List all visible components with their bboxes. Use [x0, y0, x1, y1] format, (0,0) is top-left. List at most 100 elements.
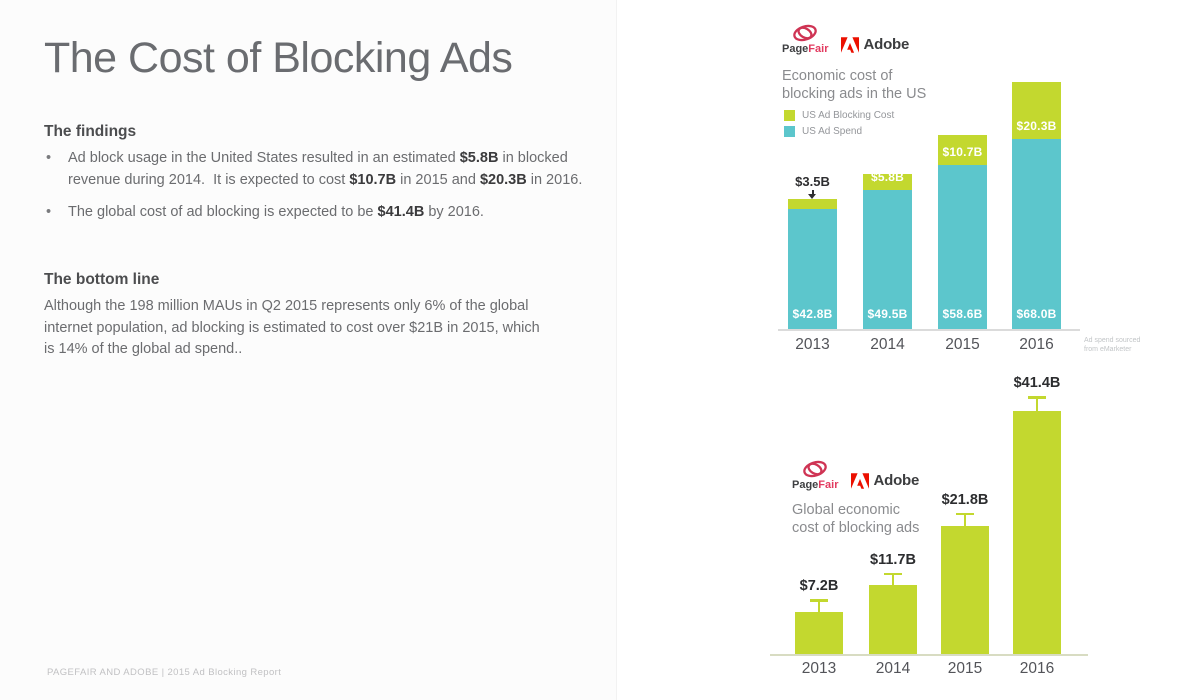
chart-top-source-note: Ad spend sourced from eMarketer	[1084, 337, 1140, 354]
x-tick-2016: 2016	[1019, 660, 1055, 677]
bar-ad-spend-2013	[788, 209, 837, 329]
x-tick-2014: 2014	[875, 660, 911, 677]
chart-top-title-line2: blocking ads in the US	[782, 85, 927, 102]
legend-item-blocking-cost: US Ad Blocking Cost	[784, 110, 894, 121]
bar-ad-spend-2014	[863, 190, 912, 329]
pagefair-icon	[793, 24, 818, 42]
source-note-line2: from eMarketer	[1084, 345, 1132, 353]
global-cost-value-2013: $7.2B	[799, 578, 839, 595]
bar-global-cost-2015	[941, 526, 989, 654]
pagefair-word-page: Page	[792, 479, 819, 491]
finding-bullet-2: The global cost of ad blocking is expect…	[44, 202, 584, 224]
bullet1-bold-1: $5.8B	[459, 150, 499, 166]
bullet2-bold-1: $41.4B	[377, 204, 425, 220]
blocking-cost-value-2015: $10.7B	[942, 144, 983, 159]
adobe-logo: Adobe	[841, 36, 909, 55]
finding-bullet-1: Ad block usage in the United States resu…	[44, 148, 584, 191]
pagefair-wordmark: PageFair	[782, 44, 828, 55]
error-bar-cap-2014	[884, 572, 902, 575]
slide-footer: PAGEFAIR AND ADOBE | 2015 Ad Blocking Re…	[47, 667, 282, 678]
bullet1-bold-2: $10.7B	[349, 171, 397, 188]
x-tick-2016: 2016	[1019, 336, 1054, 353]
global-cost-value-2014: $11.7B	[870, 551, 916, 568]
bar-blocking-cost-2016	[1012, 81, 1061, 139]
bar-global-cost-2013	[795, 611, 843, 654]
findings-list: Ad block usage in the United States resu…	[44, 148, 584, 224]
chart-top-plot-area: $42.8B $3.5B 2013 $49.5B $5.8B 2014 $58.6B $10.…	[770, 20, 1193, 373]
ad-spend-value-2013: $42.8B	[792, 307, 833, 321]
error-bar-stem-2016	[1035, 396, 1039, 411]
bar-ad-spend-2016	[1012, 138, 1061, 329]
error-bar-stem-2015	[963, 512, 967, 526]
chart-us-economic-cost: PageFair Adobe Economic cost of blocking…	[770, 20, 1193, 373]
chart-bottom-plot-area: $7.2B 2013 $11.7B 2014 $21.8B 2015 $41.4B 2016	[770, 375, 1193, 698]
ad-spend-value-2016: $68.0B	[1016, 307, 1057, 321]
pagefair-icon	[803, 460, 828, 478]
legend-label-ad-spend: US Ad Spend	[802, 126, 863, 137]
callout-arrow-icon	[808, 190, 817, 200]
findings-heading: The findings	[44, 123, 137, 140]
ad-spend-value-2015: $58.6B	[942, 307, 983, 321]
error-bar-stem-2013	[817, 599, 821, 612]
x-tick-2014: 2014	[870, 336, 905, 353]
ad-spend-value-2014: $49.5B	[867, 307, 908, 321]
error-bar-cap-2015	[956, 512, 974, 515]
chart-bottom-title-line2: cost of blocking ads	[792, 519, 920, 536]
bar-blocking-cost-2015	[938, 135, 987, 165]
bar-blocking-cost-2014	[863, 174, 912, 191]
error-bar-stem-2014	[891, 572, 895, 586]
legend-swatch-teal	[784, 126, 795, 137]
legend-label-blocking-cost: US Ad Blocking Cost	[802, 110, 895, 121]
pagefair-word-fair: Fair	[818, 479, 839, 491]
brand-logos: PageFair Adobe	[792, 459, 919, 491]
x-axis	[778, 329, 1080, 331]
chart-top-title: Economic cost of blocking ads in the US	[782, 68, 926, 103]
blocking-cost-value-2014: $5.8B	[870, 170, 905, 185]
bullet1-text-3: in 2015 and	[396, 171, 480, 188]
x-tick-2013: 2013	[795, 336, 830, 353]
legend-item-ad-spend: US Ad Spend	[784, 126, 894, 137]
pagefair-logo: PageFair	[792, 459, 838, 491]
bullet1-bold-3: $20.3B	[479, 171, 527, 188]
adobe-icon	[841, 36, 860, 53]
bar-ad-spend-2015	[938, 164, 987, 329]
error-bar-cap-2013	[810, 599, 828, 602]
adobe-wordmark: Adobe	[863, 36, 910, 53]
adobe-logo: Adobe	[851, 472, 919, 491]
legend-swatch-lime	[784, 110, 795, 121]
pagefair-wordmark: PageFair	[792, 480, 838, 491]
bullet1-text: Ad block usage in the United States resu…	[68, 150, 460, 166]
bar-global-cost-2014	[869, 585, 917, 654]
slide-title: The Cost of Blocking Ads	[44, 34, 513, 82]
brand-logos: PageFair Adobe	[782, 23, 909, 55]
adobe-wordmark: Adobe	[873, 472, 920, 489]
bullet2-text-2: by 2016.	[424, 204, 484, 220]
bullet1-text-4: in 2016.	[526, 171, 583, 188]
bullet2-text: The global cost of ad blocking is expect…	[68, 204, 378, 220]
chart-global-economic-cost: PageFair Adobe Global economic cost of b…	[770, 375, 1193, 698]
pagefair-word-fair: Fair	[808, 43, 829, 55]
global-cost-value-2016: $41.4B	[1013, 375, 1061, 392]
chart-bottom-title-line1: Global economic	[792, 502, 900, 518]
global-cost-value-2015: $21.8B	[941, 491, 989, 508]
blocking-cost-value-2013: $3.5B	[795, 174, 830, 190]
blocking-cost-value-2016: $20.3B	[1016, 118, 1057, 133]
source-note-line1: Ad spend sourced	[1084, 337, 1141, 344]
bullet1-text-2: in blocked revenue during 2014. It is ex…	[68, 150, 568, 188]
pagefair-word-page: Page	[782, 43, 809, 55]
chart-top-title-line1: Economic cost of	[782, 68, 893, 84]
chart-top-legend: US Ad Blocking Cost US Ad Spend	[784, 110, 894, 142]
bar-global-cost-2016	[1013, 411, 1061, 654]
slide-text-panel: The Cost of Blocking Ads The findings Ad…	[0, 0, 617, 700]
x-tick-2015: 2015	[947, 660, 983, 677]
bottom-line-text: Although the 198 million MAUs in Q2 2015…	[44, 298, 540, 357]
x-tick-2013: 2013	[801, 660, 837, 677]
adobe-icon	[851, 472, 870, 489]
chart-bottom-title: Global economic cost of blocking ads	[792, 502, 919, 537]
pagefair-logo: PageFair	[782, 23, 828, 55]
x-tick-2015: 2015	[945, 336, 980, 353]
x-axis	[770, 654, 1088, 656]
error-bar-cap-2016	[1028, 396, 1046, 399]
bar-blocking-cost-2013	[788, 199, 837, 210]
bottom-line-heading: The bottom line	[44, 271, 160, 288]
